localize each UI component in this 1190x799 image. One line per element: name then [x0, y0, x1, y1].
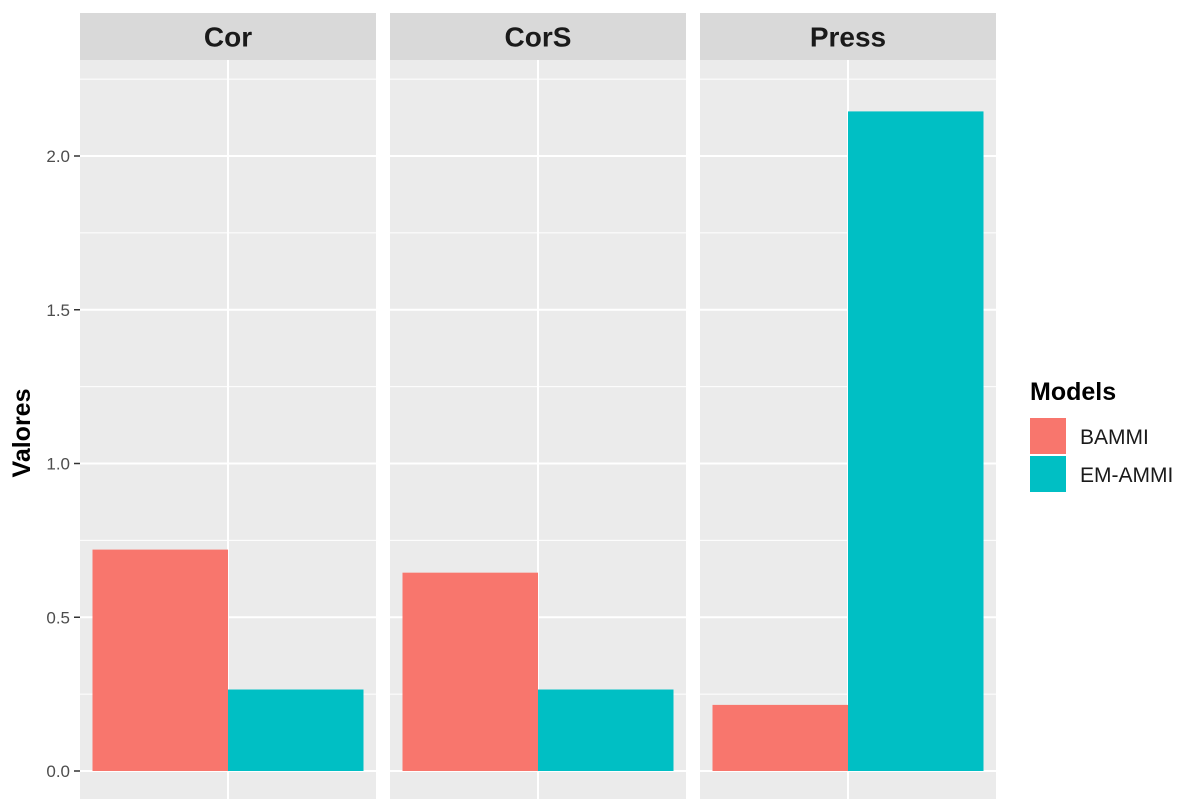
bar-press-em-ammi [848, 111, 984, 772]
y-tick-label: 1.0 [46, 455, 70, 474]
legend-swatch-bammi [1030, 418, 1066, 454]
bar-cors-em-ammi [538, 689, 674, 771]
legend-title: Models [1030, 378, 1116, 406]
facet-strip-label-cor: Cor [204, 22, 252, 53]
legend-swatch-em-ammi [1030, 456, 1066, 492]
bar-cor-em-ammi [228, 689, 364, 771]
facet-strip-cors [390, 13, 686, 60]
legend-label-em-ammi: EM-AMMI [1080, 464, 1173, 487]
y-tick-label: 0.0 [46, 762, 70, 781]
facet-strip-cor [80, 13, 376, 60]
legend-label-bammi: BAMMI [1080, 426, 1149, 449]
y-tick-label: 0.5 [46, 608, 70, 627]
bar-cor-bammi [92, 549, 228, 771]
facet-strip-label-press: Press [810, 22, 886, 53]
y-axis-title: Valores [8, 389, 36, 478]
facet-strip-press [700, 13, 996, 60]
y-tick-label: 1.5 [46, 301, 70, 320]
bar-cors-bammi [402, 572, 538, 771]
facet-strip-label-cors: CorS [505, 22, 572, 53]
y-tick-label: 2.0 [46, 147, 70, 166]
bar-press-bammi [712, 704, 848, 771]
